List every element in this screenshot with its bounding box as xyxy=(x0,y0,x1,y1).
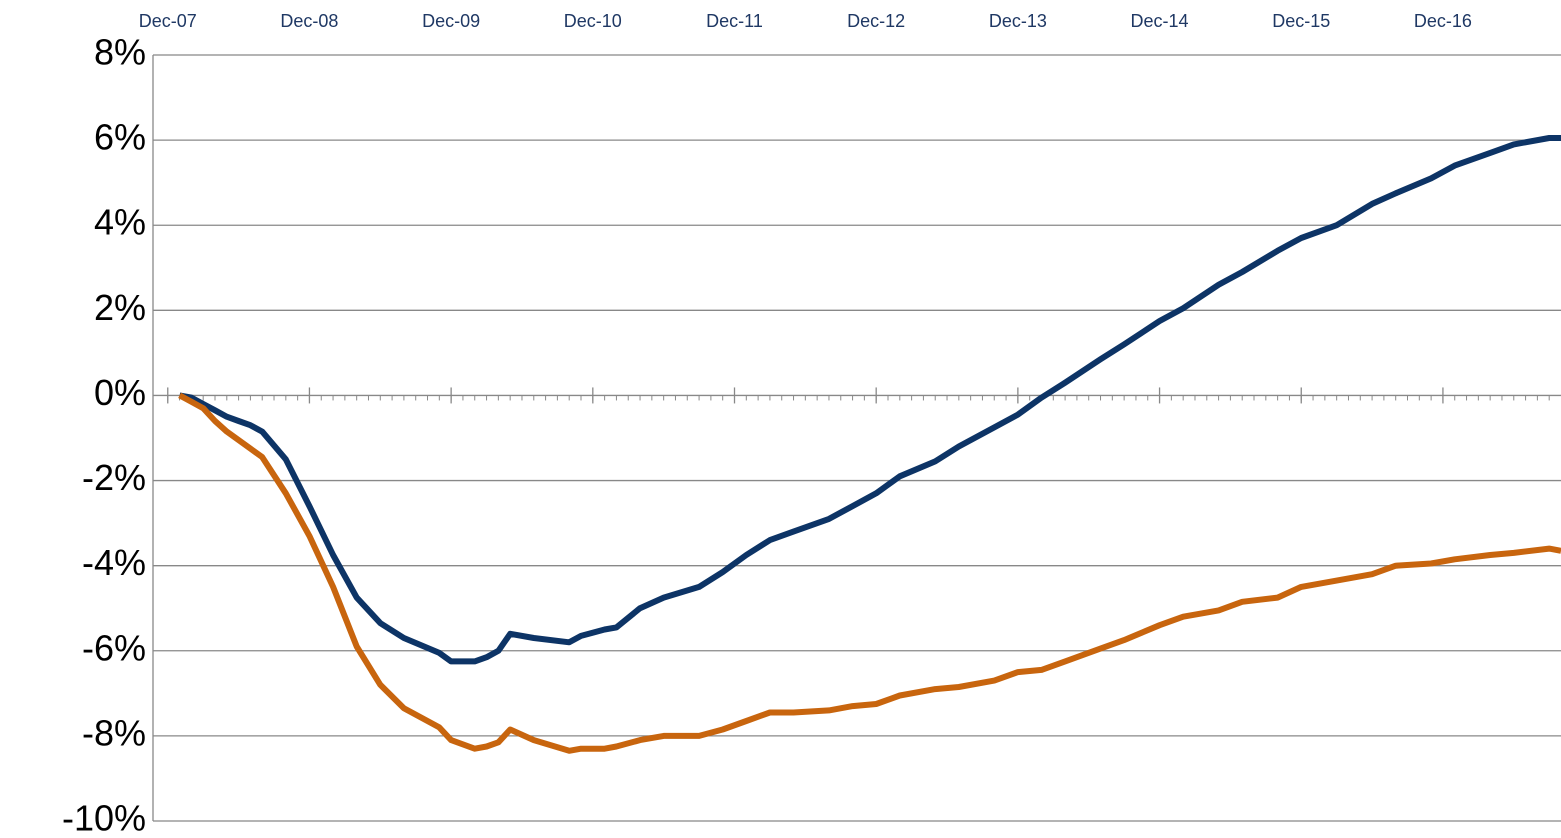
y-tick-label: -8% xyxy=(82,712,146,753)
x-tick-label: Dec-11 xyxy=(706,11,763,31)
x-tick-label: Dec-09 xyxy=(422,11,480,31)
x-tick-label: Dec-16 xyxy=(1414,11,1472,31)
x-tick-label: Dec-07 xyxy=(139,11,197,31)
y-tick-label: 4% xyxy=(94,202,146,243)
y-tick-label: 2% xyxy=(94,287,146,328)
x-tick-label: Dec-13 xyxy=(989,11,1047,31)
series-line xyxy=(179,135,1561,665)
y-tick-label: -2% xyxy=(82,457,146,498)
series-line xyxy=(178,392,1561,754)
x-tick-label: Dec-12 xyxy=(847,11,905,31)
y-tick-label: -6% xyxy=(82,627,146,668)
y-tick-label: 0% xyxy=(94,372,146,413)
y-tick-label: -10% xyxy=(62,798,146,838)
x-tick-label: Dec-08 xyxy=(280,11,338,31)
y-tick-label: -4% xyxy=(82,542,146,583)
y-tick-label: 6% xyxy=(94,117,146,158)
x-tick-label: Dec-14 xyxy=(1131,11,1189,31)
y-tick-label: 8% xyxy=(94,32,146,73)
x-tick-label: Dec-10 xyxy=(564,11,622,31)
x-tick-label: Dec-15 xyxy=(1272,11,1330,31)
